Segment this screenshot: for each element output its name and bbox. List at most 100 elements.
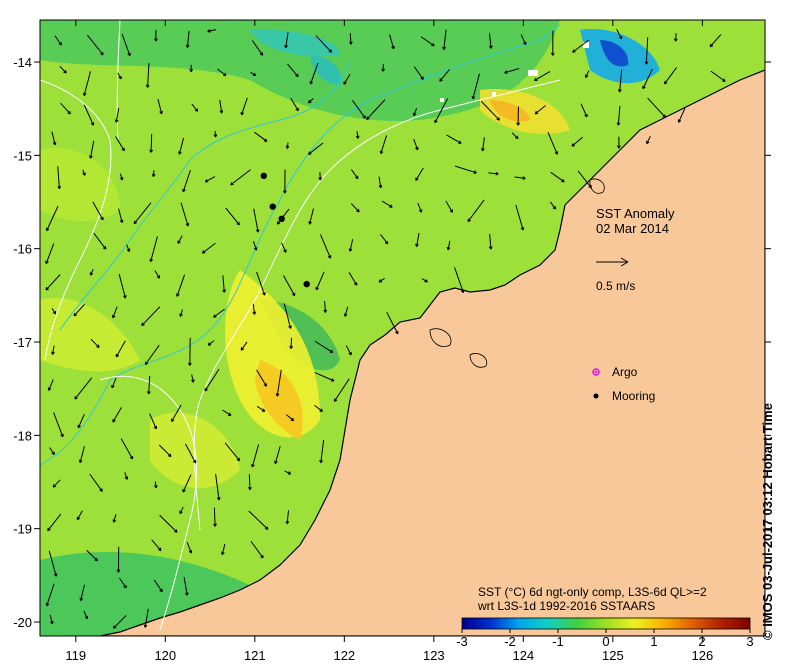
- velocity-arrow: [445, 200, 453, 213]
- velocity-arrow: [186, 541, 192, 554]
- velocity-arrow-head: [207, 29, 211, 33]
- velocity-arrow: [52, 345, 55, 355]
- velocity-arrow-head: [319, 408, 323, 412]
- x-tick-label: 120: [154, 648, 176, 663]
- velocity-arrow-head: [673, 38, 678, 42]
- x-tick-label: 122: [333, 648, 355, 663]
- velocity-arrow: [256, 271, 266, 296]
- velocity-arrow: [202, 242, 216, 254]
- velocity-arrow: [619, 69, 623, 93]
- colorbar-tick-label: -2: [504, 634, 516, 649]
- velocity-arrow-head: [389, 204, 393, 208]
- velocity-arrow-head: [176, 293, 180, 297]
- velocity-arrow: [73, 303, 85, 317]
- velocity-arrow-head: [588, 184, 592, 189]
- velocity-arrow-head: [415, 243, 419, 247]
- velocity-arrow: [224, 442, 240, 462]
- velocity-arrow-head: [153, 425, 158, 430]
- velocity-arrow: [183, 577, 188, 596]
- velocity-arrow: [550, 171, 565, 183]
- velocity-arrow-head: [127, 52, 131, 57]
- velocity-arrow-head: [118, 75, 122, 80]
- velocity-arrow-head: [94, 557, 98, 562]
- velocity-arrow: [647, 97, 666, 118]
- legend: Argo Mooring: [592, 365, 655, 403]
- velocity-arrow-head: [191, 379, 195, 383]
- mooring-marker: [278, 215, 285, 222]
- velocity-arrow-head: [53, 573, 58, 577]
- velocity-arrow: [191, 103, 199, 112]
- velocity-arrow-head: [99, 488, 103, 492]
- velocity-arrow-head: [182, 188, 186, 193]
- velocity-arrow: [515, 204, 524, 231]
- velocity-arrow: [147, 63, 150, 88]
- velocity-arrow: [324, 301, 326, 313]
- velocity-arrow-head: [309, 81, 314, 85]
- velocity-arrow-head: [82, 172, 86, 176]
- velocity-arrow-head: [424, 279, 428, 283]
- velocity-arrow: [547, 132, 558, 155]
- velocity-arrow-head: [381, 68, 386, 72]
- mooring-markers: [260, 172, 310, 288]
- velocity-arrow: [413, 139, 419, 151]
- velocity-arrow: [141, 306, 161, 326]
- velocity-arrow-head: [45, 602, 50, 607]
- velocity-arrow-head: [124, 476, 129, 480]
- velocity-arrow-head: [379, 150, 384, 155]
- velocity-arrow-head: [213, 523, 217, 527]
- velocity-arrow: [520, 34, 527, 45]
- velocity-arrow: [253, 208, 259, 233]
- velocity-arrow: [51, 308, 57, 315]
- velocity-arrow-head: [236, 457, 241, 462]
- colorbar-title-2: wrt L3S-1d 1992-2016 SSTAARS: [477, 599, 655, 613]
- velocity-arrow: [120, 438, 134, 460]
- velocity-arrow-head: [431, 42, 435, 47]
- velocity-arrow: [89, 140, 95, 159]
- isobath-line: [40, 24, 561, 466]
- velocity-arrow: [154, 481, 157, 488]
- velocity-arrow-head: [291, 292, 296, 297]
- velocity-arrow: [51, 131, 56, 145]
- velocity-arrow-head: [259, 52, 264, 56]
- velocity-arrow-head: [204, 387, 208, 392]
- velocity-arrow-head: [60, 433, 64, 438]
- velocity-arrow: [534, 105, 546, 115]
- velocity-arrow-head: [119, 219, 124, 223]
- velocity-arrow: [709, 34, 722, 48]
- velocity-arrow: [642, 68, 653, 89]
- velocity-arrow-head: [52, 310, 57, 315]
- velocity-arrow-head: [45, 227, 50, 232]
- velocity-arrow-head: [149, 149, 154, 153]
- velocity-arrow: [467, 199, 485, 222]
- velocity-arrow: [314, 404, 323, 412]
- velocity-arrow: [119, 173, 123, 181]
- velocity-arrow: [45, 274, 61, 291]
- velocity-arrow: [434, 98, 448, 123]
- velocity-arrow: [92, 201, 104, 221]
- velocity-arrow-head: [47, 527, 51, 532]
- x-axis: 119 120 121 122 123 124 125 126: [65, 20, 713, 663]
- velocity-arrow: [121, 33, 131, 56]
- velocity-arrow: [180, 202, 189, 227]
- velocity-arrow-head: [248, 486, 252, 491]
- velocity-arrow: [664, 67, 678, 85]
- velocity-arrow-head: [185, 44, 190, 48]
- velocity-arrow-head: [145, 84, 150, 88]
- velocity-arrow: [215, 474, 220, 501]
- velocity-arrow: [439, 69, 450, 82]
- y-tick-label: -15: [13, 148, 32, 163]
- colorbar-tick-label: 2: [698, 634, 705, 649]
- velocity-arrow-head: [276, 221, 281, 225]
- velocity-arrow-head: [415, 146, 419, 151]
- velocity-arrow-head: [362, 115, 366, 119]
- velocity-arrow: [79, 446, 85, 463]
- velocity-arrow: [308, 142, 324, 155]
- velocity-arrow-head: [496, 117, 500, 121]
- velocity-arrow-head: [308, 151, 312, 155]
- velocity-arrow: [248, 474, 251, 490]
- x-tick-label: 121: [244, 648, 266, 663]
- velocity-arrow: [90, 338, 100, 348]
- velocity-arrow-head: [240, 111, 245, 116]
- velocity-arrow: [222, 275, 225, 293]
- velocity-arrow: [113, 615, 127, 629]
